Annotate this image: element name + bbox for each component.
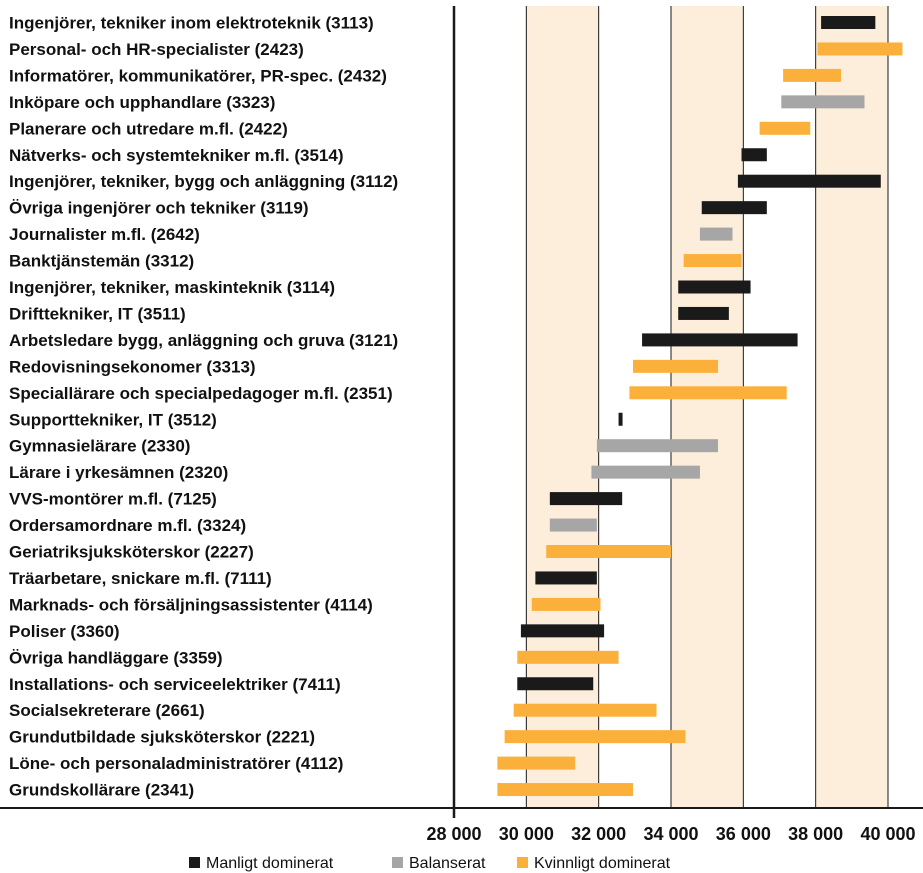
range-bar (633, 359, 719, 373)
range-bars (497, 16, 903, 797)
x-tick-label: 28 000 (426, 824, 481, 844)
shaded-band (815, 6, 888, 808)
category-label: Ordersamordnare m.fl. (3324) (9, 516, 246, 535)
category-label: Lärare i yrkesämnen (2320) (9, 463, 228, 482)
x-tick-label: 34 000 (643, 824, 698, 844)
category-label: Supporttekniker, IT (3512) (9, 410, 217, 429)
category-label: Ingenjörer, tekniker, maskinteknik (3114… (9, 278, 335, 297)
category-label: VVS-montörer m.fl. (7125) (9, 490, 217, 509)
category-label: Övriga handläggare (3359) (9, 648, 223, 667)
range-bar (821, 16, 876, 29)
category-labels: Ingenjörer, tekniker inom elektroteknik … (9, 14, 398, 800)
x-tick-label: 30 000 (499, 824, 554, 844)
range-bar (701, 201, 767, 215)
range-bar (781, 95, 865, 109)
range-bar (591, 465, 700, 479)
category-label: Geriatriksjuksköterskor (2227) (9, 543, 254, 562)
category-label: Journalister m.fl. (2642) (9, 225, 200, 244)
category-label: Installations- och serviceelektriker (74… (9, 675, 341, 694)
category-label: Socialsekreterare (2661) (9, 701, 205, 720)
range-bar (741, 148, 767, 162)
range-bar (513, 703, 657, 717)
category-label: Redovisningsekonomer (3313) (9, 357, 256, 376)
category-label: Banktjänstemän (3312) (9, 252, 194, 271)
category-label: Grundutbildade sjuksköterskor (2221) (9, 728, 315, 747)
x-tick-labels: 28 000 30 000 32 000 34 000 36 000 38 000 40 0… (426, 824, 915, 844)
x-tick-label: 36 000 (716, 824, 771, 844)
range-bar (549, 492, 623, 506)
range-bar (817, 42, 903, 56)
category-label: Övriga ingenjörer och tekniker (3119) (9, 199, 309, 218)
category-label: Träarbetare, snickare m.fl. (7111) (9, 569, 272, 588)
legend-swatch (517, 857, 528, 868)
range-bar (618, 412, 623, 426)
category-label: Personal- och HR-specialister (2423) (9, 40, 304, 59)
range-bar (497, 756, 576, 770)
range-bar (520, 624, 605, 638)
x-tick-label: 32 000 (571, 824, 626, 844)
shaded-band (671, 6, 744, 808)
x-tick-label: 38 000 (788, 824, 843, 844)
range-bar (549, 518, 597, 532)
category-label: Nätverks- och systemtekniker m.fl. (3514… (9, 146, 344, 165)
category-label: Grundskollärare (2341) (9, 781, 194, 800)
range-bar (737, 174, 881, 188)
legend-swatch (189, 857, 200, 868)
legend-label: Kvinnligt dominerat (534, 855, 671, 872)
category-label: Planerare och utredare m.fl. (2422) (9, 119, 288, 138)
category-label: Drifttekniker, IT (3511) (9, 304, 186, 323)
category-label: Speciallärare och specialpedagoger m.fl.… (9, 384, 393, 403)
legend-swatch (392, 857, 403, 868)
range-bar (783, 68, 841, 82)
category-label: Ingenjörer, tekniker inom elektroteknik … (9, 14, 374, 33)
range-bar (759, 121, 811, 135)
range-bar (531, 597, 601, 611)
range-bar (642, 333, 798, 347)
category-label: Gymnasielärare (2330) (9, 437, 190, 456)
category-label: Informatörer, kommunikatörer, PR-spec. (… (9, 66, 387, 85)
range-bar (678, 280, 751, 294)
legend-label: Manligt dominerat (206, 855, 334, 872)
category-label: Ingenjörer, tekniker, bygg och anläggnin… (9, 172, 398, 191)
range-bar (497, 783, 634, 797)
category-label: Löne- och personaladministratörer (4112) (9, 754, 343, 773)
category-label: Arbetsledare bygg, anläggning och gruva … (9, 331, 398, 350)
legend: Manligt dominerat Balanserat Kvinnligt dom… (189, 855, 671, 872)
range-bar (546, 545, 671, 558)
gridlines (525, 6, 889, 808)
range-bar (517, 677, 594, 691)
range-bar (504, 730, 686, 744)
range-bar (683, 254, 742, 268)
range-bar (699, 227, 733, 241)
range-bar (535, 571, 597, 585)
shaded-band (526, 6, 599, 808)
range-bar (596, 439, 719, 453)
x-tick-label: 40 000 (860, 824, 915, 844)
category-label: Marknads- och försäljningsassistenter (4… (9, 595, 373, 614)
category-label: Inköpare och upphandlare (3323) (9, 93, 275, 112)
range-bar (517, 650, 619, 664)
legend-label: Balanserat (409, 855, 486, 872)
axes (0, 6, 923, 818)
category-label: Poliser (3360) (9, 622, 120, 641)
shaded-bands (526, 6, 888, 808)
range-bar (678, 306, 729, 320)
range-bar (629, 386, 787, 400)
